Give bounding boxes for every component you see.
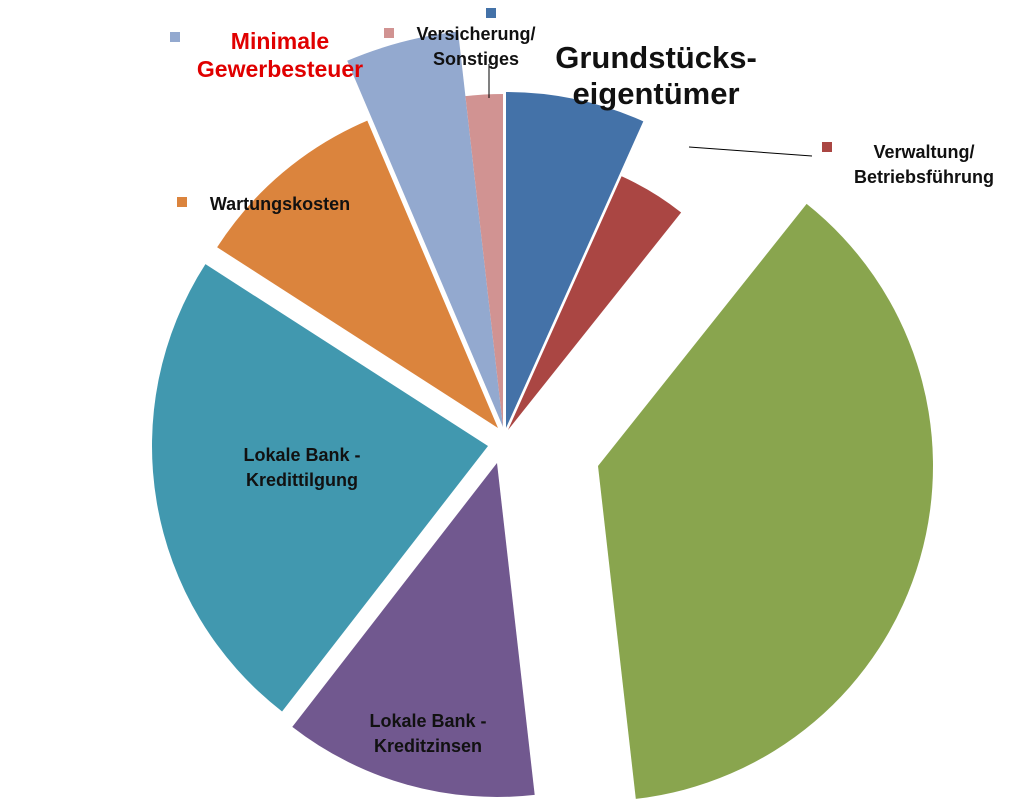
slice-label-5-line-2: Kredittilgung bbox=[246, 470, 358, 490]
labels-layer: Grundstücks-eigentümer Verwaltung/Betrieb… bbox=[170, 8, 994, 756]
slice-label-1-line-1: Grundstücks- bbox=[555, 40, 757, 75]
pie-slice-7 bbox=[347, 31, 503, 427]
pie-slice-5 bbox=[151, 264, 489, 712]
pie-slice-1 bbox=[506, 92, 644, 428]
slice-label-2: Verwaltung/Betriebsführung bbox=[854, 142, 994, 187]
slice-label-6: Wartungskosten bbox=[210, 194, 350, 214]
leader-line-2 bbox=[688, 146, 813, 157]
pie-slice-2 bbox=[508, 176, 682, 430]
pie-slice-6 bbox=[217, 120, 498, 428]
slice-label-7-line-2: Gewerbesteuer bbox=[197, 56, 363, 82]
pie-slice-3 bbox=[598, 203, 933, 799]
slice-label-4: Lokale Bank - Kreditzinsen bbox=[369, 711, 486, 756]
slice-label-2-line-1: Verwaltung/ bbox=[873, 142, 974, 162]
slice-label-7: Minimale Gewerbesteuer bbox=[197, 28, 363, 82]
slice-label-2-line-2: Betriebsführung bbox=[854, 167, 994, 187]
slice-label-8: Versicherung/Sonstiges bbox=[416, 24, 535, 69]
legend-marker-7 bbox=[170, 32, 180, 42]
legend-marker-8-b bbox=[486, 8, 496, 18]
slice-label-4-line-1: Lokale Bank - bbox=[369, 711, 486, 731]
slice-label-6-line-1: Wartungskosten bbox=[210, 194, 350, 214]
slice-label-5: Lokale Bank - Kredittilgung bbox=[243, 445, 360, 490]
slices-layer bbox=[151, 31, 933, 799]
slice-label-7-line-1: Minimale bbox=[231, 28, 329, 54]
legend-marker-2 bbox=[822, 142, 832, 152]
slice-label-4-line-2: Kreditzinsen bbox=[374, 736, 482, 756]
pie-slice-4 bbox=[292, 463, 535, 798]
slice-label-1: Grundstücks-eigentümer bbox=[555, 40, 757, 111]
slice-label-1-line-2: eigentümer bbox=[572, 76, 739, 111]
slice-label-5-line-1: Lokale Bank - bbox=[243, 445, 360, 465]
slice-label-8-line-1: Versicherung/ bbox=[416, 24, 535, 44]
leaders-layer bbox=[488, 64, 813, 157]
pie-slice-8 bbox=[465, 94, 503, 427]
legend-marker-8 bbox=[384, 28, 394, 38]
legend-marker-6 bbox=[177, 197, 187, 207]
slice-label-8-line-2: Sonstiges bbox=[433, 49, 519, 69]
